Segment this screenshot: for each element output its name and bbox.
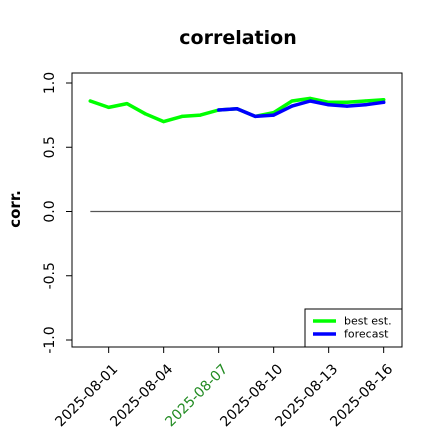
data-point <box>363 99 367 103</box>
data-point <box>217 108 221 112</box>
data-point <box>162 119 166 124</box>
data-point <box>180 114 184 119</box>
data-point <box>327 103 331 107</box>
data-point <box>382 98 386 102</box>
data-point <box>382 100 386 104</box>
data-point <box>253 114 257 119</box>
data-point <box>363 103 367 107</box>
data-point <box>88 99 92 103</box>
legend: best est.forecast <box>304 308 403 348</box>
plot-area <box>71 72 403 348</box>
plot-frame <box>71 72 403 348</box>
data-point <box>143 112 147 116</box>
data-point <box>290 99 294 103</box>
data-point <box>345 104 349 108</box>
data-point <box>308 96 312 101</box>
legend-box <box>304 308 403 348</box>
y-axis: 1.0 0.5 0.0 -0.5 -1.0 <box>42 72 72 354</box>
data-point <box>107 105 111 110</box>
data-point <box>235 107 239 111</box>
y-tick-label: -0.5 <box>42 262 58 289</box>
data-point <box>272 113 276 117</box>
y-tick-label: 0.5 <box>42 136 58 158</box>
series-line-forecast <box>216 99 386 119</box>
legend-label: forecast <box>344 328 389 341</box>
data-point <box>198 113 202 117</box>
data-point <box>308 99 312 103</box>
y-tick-label: 0.0 <box>42 200 58 222</box>
data-point <box>345 100 349 104</box>
legend-label: best est. <box>344 315 392 328</box>
y-tick-label: 1.0 <box>42 72 58 94</box>
chart-title: correlation <box>179 27 296 49</box>
data-point <box>290 104 294 108</box>
data-point <box>125 101 129 106</box>
y-tick-label: -1.0 <box>42 326 58 353</box>
y-axis-label: corr. <box>6 190 24 228</box>
series-group <box>88 96 386 124</box>
